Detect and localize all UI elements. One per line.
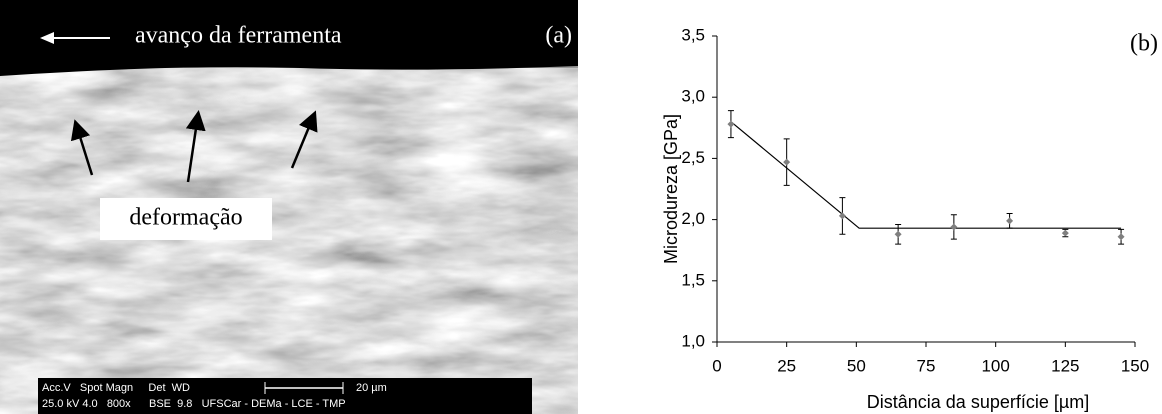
point xyxy=(895,231,902,238)
x-tick-label: 50 xyxy=(847,356,866,375)
x-axis-label: Distância da superfície [µm] xyxy=(867,392,1089,412)
point xyxy=(783,159,790,166)
sem-image-panel: avanço da ferramenta (a) deformação Acc.… xyxy=(0,0,578,414)
info-line: Acc.V Spot Magn Det WD xyxy=(42,382,190,394)
y-tick-label: 2,5 xyxy=(681,148,705,167)
point xyxy=(727,121,734,128)
point xyxy=(950,223,957,230)
point xyxy=(1118,233,1125,240)
info-line: 25.0 kV 4.0 800x BSE 9.8 UFSCar - DEMa -… xyxy=(42,398,346,410)
figure: avanço da ferramenta (a) deformação Acc.… xyxy=(0,0,1162,414)
x-tick-label: 25 xyxy=(777,356,796,375)
panel-label: (b) xyxy=(1130,31,1158,57)
x-tick-label: 100 xyxy=(981,356,1009,375)
sem-texture xyxy=(0,68,578,414)
point xyxy=(1006,217,1013,224)
y-tick-label: 2,0 xyxy=(681,209,705,228)
x-tick-label: 125 xyxy=(1051,356,1079,375)
chart: (b) Distância da superfície [µm] Microdu… xyxy=(661,25,1158,411)
x-tick-label: 0 xyxy=(712,356,721,375)
trend-line xyxy=(731,122,1121,228)
point xyxy=(839,212,846,219)
y-tick-label: 3,5 xyxy=(681,25,705,44)
x-tick-label: 150 xyxy=(1121,356,1149,375)
direction-text: avanço da ferramenta xyxy=(135,23,342,49)
panel-label: (a) xyxy=(545,23,572,49)
x-tick-label: 75 xyxy=(917,356,936,375)
point xyxy=(1062,230,1069,237)
y-tick-label: 1,0 xyxy=(681,331,705,350)
y-tick-label: 1,5 xyxy=(681,270,705,289)
y-axis-label: Microdureza [GPa] xyxy=(661,114,681,264)
scale-text: 20 µm xyxy=(356,382,387,394)
annotation: deformação xyxy=(129,205,242,231)
y-tick-label: 3,0 xyxy=(681,87,705,106)
